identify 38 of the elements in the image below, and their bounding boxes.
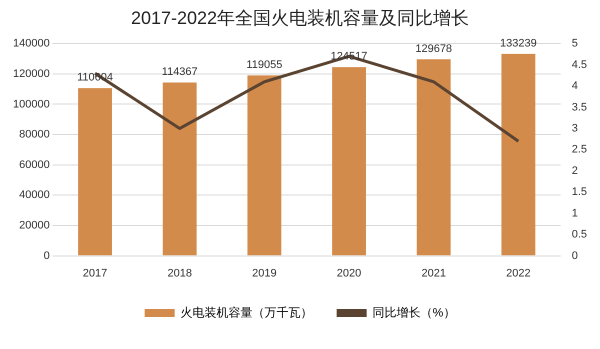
y2-tick-label: 5 xyxy=(572,38,578,50)
y2-tick-label: 3.5 xyxy=(572,101,588,114)
legend-label: 同比增长（%） xyxy=(372,305,456,320)
y2-tick-label: 4.5 xyxy=(572,58,588,71)
y2-tick-label: 0.5 xyxy=(572,228,588,241)
y2-tick-label: 1 xyxy=(572,207,578,220)
y2-tick-label: 0 xyxy=(572,250,578,262)
y2-tick-label: 3 xyxy=(572,122,578,135)
y-tick-label: 100000 xyxy=(12,98,50,110)
chart-title: 2017-2022年全国火电装机容量及同比增长 xyxy=(130,8,470,28)
y2-tick-label: 2 xyxy=(572,164,578,177)
data-label: 133239 xyxy=(500,37,537,50)
x-tick-label: 2022 xyxy=(506,267,531,280)
data-label: 129678 xyxy=(415,42,452,55)
bar xyxy=(332,67,366,256)
x-tick-label: 2020 xyxy=(336,267,362,280)
y-tick-label: 20000 xyxy=(19,220,50,232)
x-tick-label: 2018 xyxy=(167,267,192,280)
y-tick-label: 40000 xyxy=(19,189,50,202)
x-tick-label: 2021 xyxy=(421,267,446,280)
y-tick-label: 120000 xyxy=(12,68,50,80)
bar xyxy=(501,54,536,256)
y2-tick-label: 1.5 xyxy=(572,186,588,198)
bar xyxy=(416,59,451,256)
data-label: 119055 xyxy=(246,58,282,71)
y-tick-label: 140000 xyxy=(12,38,50,50)
data-label: 114367 xyxy=(162,66,198,78)
y-tick-label: 60000 xyxy=(19,158,50,171)
y-tick-label: 0 xyxy=(44,250,50,262)
bar xyxy=(162,82,197,256)
y-tick-label: 80000 xyxy=(19,128,50,141)
y2-tick-label: 4 xyxy=(572,80,578,92)
y2-tick-label: 2.5 xyxy=(572,144,588,156)
bar xyxy=(247,75,282,256)
legend-label: 火电装机容量（万千瓦） xyxy=(180,305,313,320)
x-tick-label: 2017 xyxy=(82,267,108,280)
x-tick-label: 2019 xyxy=(252,267,277,280)
bar xyxy=(78,88,112,256)
